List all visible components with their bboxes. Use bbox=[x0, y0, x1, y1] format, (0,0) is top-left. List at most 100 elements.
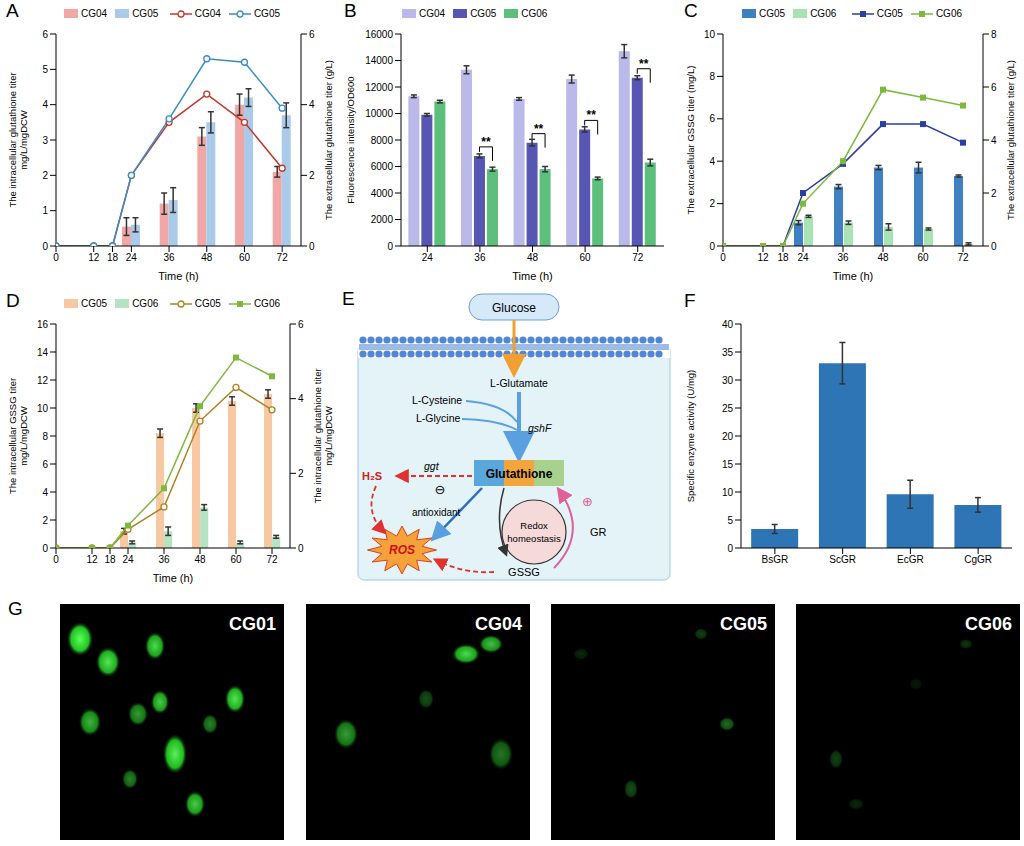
svg-text:2000: 2000 bbox=[371, 214, 394, 225]
svg-text:0: 0 bbox=[309, 241, 315, 252]
svg-text:14: 14 bbox=[37, 347, 49, 358]
svg-text:60: 60 bbox=[239, 252, 251, 263]
svg-text:mg/L/mgDCW: mg/L/mgDCW bbox=[18, 406, 29, 466]
svg-text:40: 40 bbox=[722, 319, 734, 330]
svg-text:antioxidant: antioxidant bbox=[412, 507, 461, 518]
svg-text:2: 2 bbox=[42, 170, 48, 181]
svg-text:2: 2 bbox=[991, 188, 997, 199]
svg-text:36: 36 bbox=[158, 554, 170, 565]
svg-text:Time (h): Time (h) bbox=[158, 270, 199, 282]
svg-text:H₂S: H₂S bbox=[362, 470, 382, 482]
svg-text:mg/L/mgDCW: mg/L/mgDCW bbox=[323, 406, 334, 466]
svg-text:6: 6 bbox=[709, 113, 715, 124]
svg-text:5: 5 bbox=[42, 64, 48, 75]
svg-text:2: 2 bbox=[42, 515, 48, 526]
svg-text:12000: 12000 bbox=[365, 82, 393, 93]
svg-text:4: 4 bbox=[42, 99, 48, 110]
svg-text:48: 48 bbox=[194, 554, 206, 565]
svg-text:10: 10 bbox=[37, 403, 49, 414]
svg-text:ROS: ROS bbox=[389, 543, 415, 557]
svg-text:15: 15 bbox=[722, 459, 734, 470]
svg-text:CG04: CG04 bbox=[475, 614, 522, 634]
svg-text:CG05: CG05 bbox=[720, 614, 767, 634]
svg-text:**: ** bbox=[481, 135, 491, 149]
svg-text:12: 12 bbox=[88, 252, 100, 263]
svg-text:4000: 4000 bbox=[371, 188, 394, 199]
svg-text:24: 24 bbox=[797, 252, 809, 263]
svg-text:10000: 10000 bbox=[365, 108, 393, 119]
svg-text:18: 18 bbox=[777, 252, 789, 263]
svg-text:6000: 6000 bbox=[371, 161, 394, 172]
svg-text:2: 2 bbox=[709, 198, 715, 209]
svg-text:**: ** bbox=[639, 57, 649, 71]
svg-text:⊕: ⊕ bbox=[582, 494, 593, 509]
svg-text:ggt: ggt bbox=[424, 460, 440, 472]
svg-text:CG01: CG01 bbox=[229, 614, 276, 634]
svg-text:Fluorescence intensity/OD600: Fluorescence intensity/OD600 bbox=[345, 76, 356, 203]
svg-text:The intracellular GSSG titer: The intracellular GSSG titer bbox=[8, 378, 18, 494]
svg-text:1: 1 bbox=[42, 205, 48, 216]
svg-text:48: 48 bbox=[527, 252, 539, 263]
svg-text:L-Glutamate: L-Glutamate bbox=[490, 377, 548, 389]
svg-text:24: 24 bbox=[122, 554, 134, 565]
svg-text:mg/L/mgDCW: mg/L/mgDCW bbox=[18, 110, 29, 170]
svg-text:16000: 16000 bbox=[365, 29, 393, 40]
svg-text:8: 8 bbox=[709, 71, 715, 82]
svg-text:8000: 8000 bbox=[371, 135, 394, 146]
svg-text:CgGR: CgGR bbox=[964, 554, 992, 565]
svg-text:36: 36 bbox=[474, 252, 486, 263]
svg-text:8: 8 bbox=[42, 431, 48, 442]
svg-text:0: 0 bbox=[727, 543, 733, 554]
svg-text:12: 12 bbox=[37, 375, 49, 386]
svg-text:6: 6 bbox=[298, 319, 304, 330]
svg-text:Time (h): Time (h) bbox=[512, 270, 553, 282]
svg-text:**: ** bbox=[586, 108, 596, 122]
svg-text:8: 8 bbox=[991, 29, 997, 40]
svg-text:homeostasis: homeostasis bbox=[507, 533, 561, 544]
svg-text:18: 18 bbox=[104, 554, 116, 565]
svg-text:60: 60 bbox=[917, 252, 929, 263]
svg-text:0: 0 bbox=[298, 543, 304, 554]
svg-text:60: 60 bbox=[230, 554, 242, 565]
svg-text:30: 30 bbox=[722, 375, 734, 386]
svg-text:4: 4 bbox=[42, 487, 48, 498]
svg-text:24: 24 bbox=[126, 252, 138, 263]
svg-text:Glucose: Glucose bbox=[492, 301, 536, 315]
svg-text:60: 60 bbox=[580, 252, 592, 263]
svg-text:ScGR: ScGR bbox=[829, 554, 856, 565]
svg-text:5: 5 bbox=[727, 515, 733, 526]
svg-text:72: 72 bbox=[266, 554, 278, 565]
svg-text:36: 36 bbox=[837, 252, 849, 263]
svg-text:6: 6 bbox=[42, 29, 48, 40]
svg-text:Redox: Redox bbox=[520, 520, 548, 531]
svg-text:The extracellular glutathione: The extracellular glutathione titer (g/L… bbox=[323, 60, 334, 220]
svg-text:Time (h): Time (h) bbox=[153, 572, 194, 584]
svg-text:GR: GR bbox=[590, 526, 607, 538]
svg-text:0: 0 bbox=[53, 252, 59, 263]
svg-text:16: 16 bbox=[37, 319, 49, 330]
svg-text:2: 2 bbox=[309, 170, 315, 181]
svg-text:4: 4 bbox=[309, 99, 315, 110]
svg-text:BsGR: BsGR bbox=[762, 554, 789, 565]
svg-text:0: 0 bbox=[709, 241, 715, 252]
svg-text:The intracellular glutathione: The intracellular glutathione titer bbox=[8, 72, 18, 207]
svg-text:18: 18 bbox=[107, 252, 119, 263]
svg-text:36: 36 bbox=[164, 252, 176, 263]
svg-text:0: 0 bbox=[720, 252, 726, 263]
svg-text:L-Cysteine: L-Cysteine bbox=[412, 394, 462, 406]
svg-text:72: 72 bbox=[632, 252, 644, 263]
svg-text:48: 48 bbox=[201, 252, 213, 263]
svg-text:72: 72 bbox=[957, 252, 969, 263]
svg-text:6: 6 bbox=[309, 29, 315, 40]
svg-text:14000: 14000 bbox=[365, 55, 393, 66]
svg-text:gshF: gshF bbox=[528, 422, 552, 434]
svg-text:4: 4 bbox=[991, 135, 997, 146]
svg-text:0: 0 bbox=[387, 241, 393, 252]
svg-text:35: 35 bbox=[722, 347, 734, 358]
svg-text:12: 12 bbox=[86, 554, 98, 565]
svg-text:3: 3 bbox=[42, 135, 48, 146]
svg-text:6: 6 bbox=[42, 459, 48, 470]
svg-text:0: 0 bbox=[42, 241, 48, 252]
svg-text:The extracellular GSSG titer (: The extracellular GSSG titer (mg/L) bbox=[685, 66, 696, 215]
svg-text:12: 12 bbox=[757, 252, 769, 263]
